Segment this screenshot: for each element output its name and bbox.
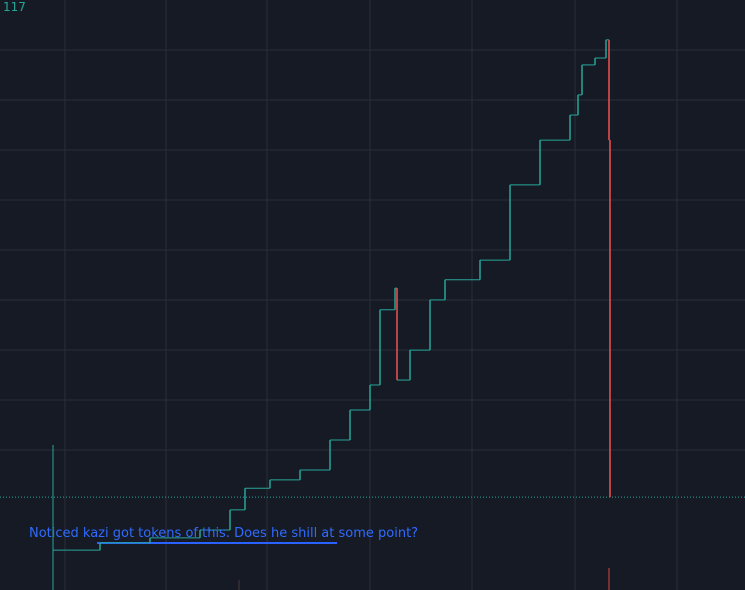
annotation: Noticed kazi got tokens of this. Does he… — [29, 526, 418, 541]
price-label: 117 — [3, 0, 26, 14]
